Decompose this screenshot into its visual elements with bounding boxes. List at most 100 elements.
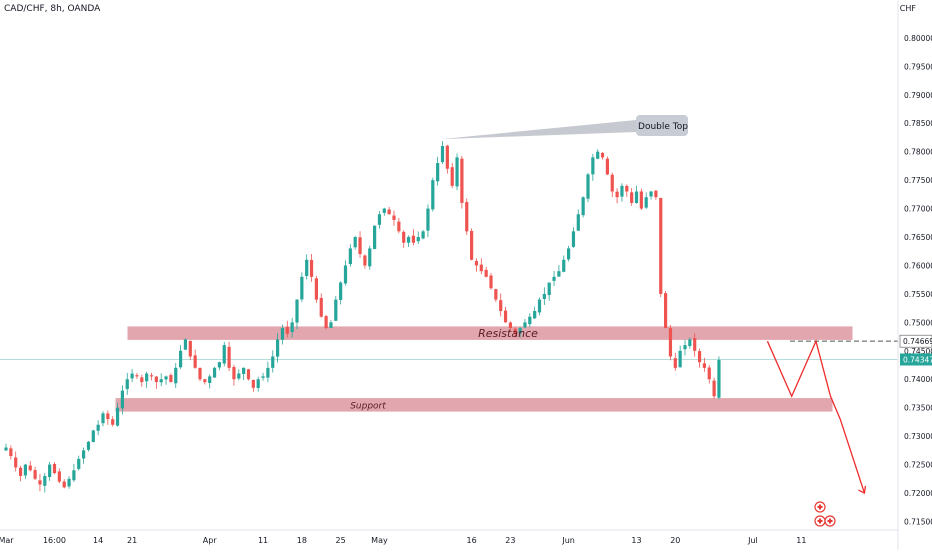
candle [712, 377, 716, 399]
candle-body [596, 151, 600, 159]
candle-body [470, 230, 474, 260]
candle [571, 227, 576, 248]
candle-body [266, 367, 270, 378]
price-tick-label: 0.80000 [904, 34, 932, 43]
candle [499, 293, 503, 317]
candle [280, 324, 285, 345]
candle-body [625, 185, 629, 192]
time-tick-label: 18 [297, 536, 307, 545]
time-tick-label: Mar [0, 536, 14, 545]
candle-body [440, 146, 445, 163]
candle-body [212, 367, 217, 378]
candle-body [649, 191, 653, 197]
event-flag-icon [824, 515, 836, 527]
candle-body [120, 390, 124, 409]
candle-body [688, 339, 692, 347]
candle-body [523, 322, 527, 328]
candle [489, 273, 493, 290]
candle [353, 235, 357, 250]
candle [28, 460, 32, 472]
candle-body [319, 297, 323, 317]
candle [503, 306, 508, 323]
candle-body [52, 463, 57, 474]
candle-body [280, 328, 285, 340]
candle [494, 288, 498, 303]
candle-body [474, 261, 479, 266]
candle [261, 372, 265, 381]
candle-body [159, 379, 163, 383]
candle [183, 338, 188, 350]
candle-body [358, 237, 362, 255]
candle-body [411, 235, 415, 243]
candle-body [232, 367, 236, 380]
candle-body [198, 367, 202, 380]
callout-pointer [440, 120, 636, 140]
candle-body [576, 214, 580, 231]
candle [649, 190, 653, 200]
candle-body [222, 345, 226, 364]
candle-body [654, 190, 658, 198]
candle [562, 255, 566, 273]
candle [251, 379, 255, 392]
candle [431, 177, 435, 212]
candle [135, 372, 139, 379]
candle-body [23, 464, 27, 476]
candle [406, 235, 411, 248]
candle [537, 297, 542, 316]
candle [276, 332, 280, 363]
candle [217, 361, 221, 371]
candle [552, 271, 556, 286]
candle [169, 373, 173, 383]
candle-body [271, 356, 275, 368]
candle [542, 287, 546, 305]
candle-body [717, 359, 721, 398]
price-axis[interactable]: 0.71500 0.72000 0.72500 0.73000 0.73500 0.740… [897, 0, 932, 550]
candle [106, 410, 110, 425]
candle-body [115, 407, 120, 426]
candle [377, 211, 382, 229]
candle-body [217, 362, 221, 368]
projection-arrowhead [858, 485, 867, 495]
time-axis[interactable]: Mar 16:00 14 21 Apr 11 18 25 May 16 23 Jun 13 20 Jul 11 [0, 529, 898, 545]
time-tick-label: 20 [670, 536, 680, 545]
candle [533, 306, 537, 320]
candle-body [28, 465, 32, 471]
candle [285, 320, 289, 338]
candle-body [615, 191, 619, 198]
candle [363, 254, 367, 269]
price-tick-label: 0.79000 [904, 91, 932, 100]
candle [115, 402, 120, 427]
candle [508, 321, 512, 332]
candle-body [363, 255, 367, 266]
candle [688, 337, 692, 349]
candle [203, 378, 207, 385]
candle-body [639, 191, 643, 209]
candle [397, 217, 401, 234]
candle [14, 451, 18, 472]
candle-body [174, 367, 178, 384]
candle-body [659, 197, 663, 294]
candle [693, 333, 697, 357]
double-top-label: Double Top [638, 122, 688, 132]
candle-body [82, 450, 86, 459]
candle-body [547, 282, 551, 296]
candle-body [285, 327, 289, 334]
candle-body [484, 269, 488, 277]
candle [227, 341, 231, 371]
candle [334, 296, 338, 322]
candle-body [392, 215, 396, 220]
candle-body [542, 293, 546, 300]
candle [339, 281, 343, 305]
candle-body [508, 322, 512, 329]
candle-body [630, 192, 634, 203]
candle [484, 266, 488, 278]
price-tick-label: 0.72000 [904, 489, 932, 498]
candle-body [479, 264, 483, 272]
symbol-title[interactable]: CAD/CHF, 8h, OANDA [4, 4, 101, 14]
candle-body [513, 328, 517, 334]
candle [440, 141, 445, 164]
candle-body [455, 157, 459, 187]
candle-body [149, 375, 154, 377]
